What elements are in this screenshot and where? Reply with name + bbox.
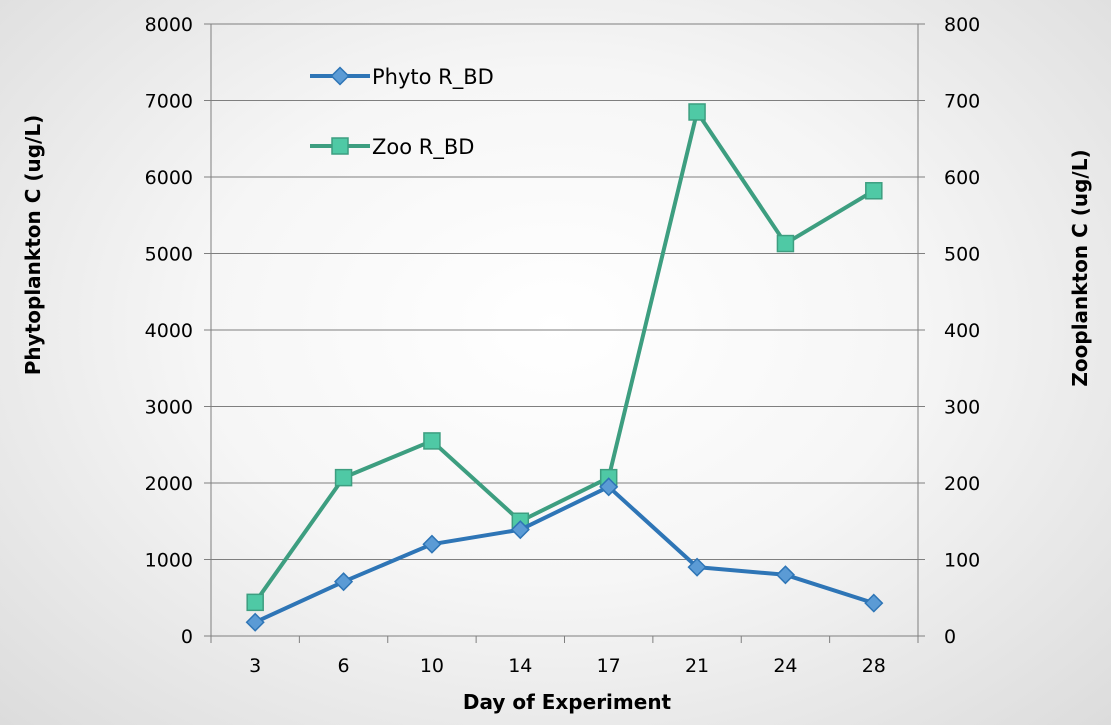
x-tick-label: 3 — [249, 655, 261, 677]
y-tick-label: 8000 — [145, 14, 193, 36]
legend-entry-phyto: Phyto R_BD — [310, 65, 494, 90]
x-tick-label: 17 — [597, 655, 621, 677]
legend-entry-zoo: Zoo R_BD — [310, 135, 474, 160]
y2-axis-ticks: 0 100 200 300 400 500 600 700 800 — [918, 14, 980, 648]
legend-marker-phyto — [330, 66, 350, 86]
x-tick-label: 24 — [773, 655, 797, 677]
gridlines — [211, 23, 918, 637]
data-point-zoo — [423, 432, 441, 450]
series-layer — [245, 103, 884, 632]
y2-tick-label: 100 — [944, 550, 980, 572]
data-point-phyto — [864, 593, 884, 613]
data-point-zoo — [865, 182, 883, 200]
series-zoo — [246, 103, 883, 612]
data-point-phyto — [334, 572, 354, 592]
y2-tick-label: 500 — [944, 244, 980, 266]
legend-marker-zoo — [331, 137, 349, 155]
y2-tick-label: 0 — [944, 626, 956, 648]
data-point-zoo — [776, 234, 795, 253]
y2-tick-label: 700 — [944, 91, 980, 113]
y-tick-label: 5000 — [145, 244, 193, 266]
data-point-zoo — [246, 593, 264, 612]
y-axis-title: Phytoplankton C (ug/L) — [21, 115, 45, 375]
y-tick-label: 0 — [181, 626, 193, 648]
x-axis-title: Day of Experiment — [463, 690, 672, 714]
y-axis-ticks: 0 1000 2000 3000 4000 5000 6000 7000 8000 — [145, 14, 211, 648]
y2-tick-label: 800 — [944, 14, 980, 36]
x-tick-label: 28 — [862, 655, 886, 677]
legend-label-zoo: Zoo R_BD — [372, 135, 474, 160]
series-line-phyto — [254, 484, 875, 625]
data-point-phyto — [245, 612, 265, 632]
data-point-phyto — [422, 534, 442, 554]
legend: Phyto R_BD Zoo R_BD — [310, 65, 494, 160]
y-tick-label: 6000 — [145, 167, 193, 189]
y-tick-label: 4000 — [145, 320, 193, 342]
data-point-phyto — [775, 565, 795, 585]
y2-tick-label: 200 — [944, 473, 980, 495]
data-point-phyto — [510, 520, 530, 540]
y2-tick-label: 600 — [944, 167, 980, 189]
y2-tick-label: 400 — [944, 320, 980, 342]
x-tick-label: 14 — [508, 655, 532, 677]
y-tick-label: 1000 — [145, 550, 193, 572]
series-phyto — [245, 477, 884, 632]
x-tick-label: 10 — [420, 655, 444, 677]
data-point-zoo — [334, 468, 353, 487]
x-tick-label: 6 — [338, 655, 350, 677]
legend-label-phyto: Phyto R_BD — [372, 65, 494, 90]
y-tick-label: 7000 — [145, 91, 193, 113]
data-point-zoo — [688, 103, 706, 121]
y2-axis-title: Zooplankton C (ug/L) — [1068, 149, 1092, 386]
data-point-phyto — [599, 477, 619, 497]
y2-tick-label: 300 — [944, 397, 980, 419]
series-line-zoo — [253, 109, 875, 604]
y-tick-label: 3000 — [145, 397, 193, 419]
data-point-phyto — [687, 557, 707, 577]
x-axis-ticks: 3 6 10 14 17 21 24 28 — [210, 636, 919, 677]
y-tick-label: 2000 — [145, 473, 193, 495]
x-tick-label: 21 — [685, 655, 709, 677]
